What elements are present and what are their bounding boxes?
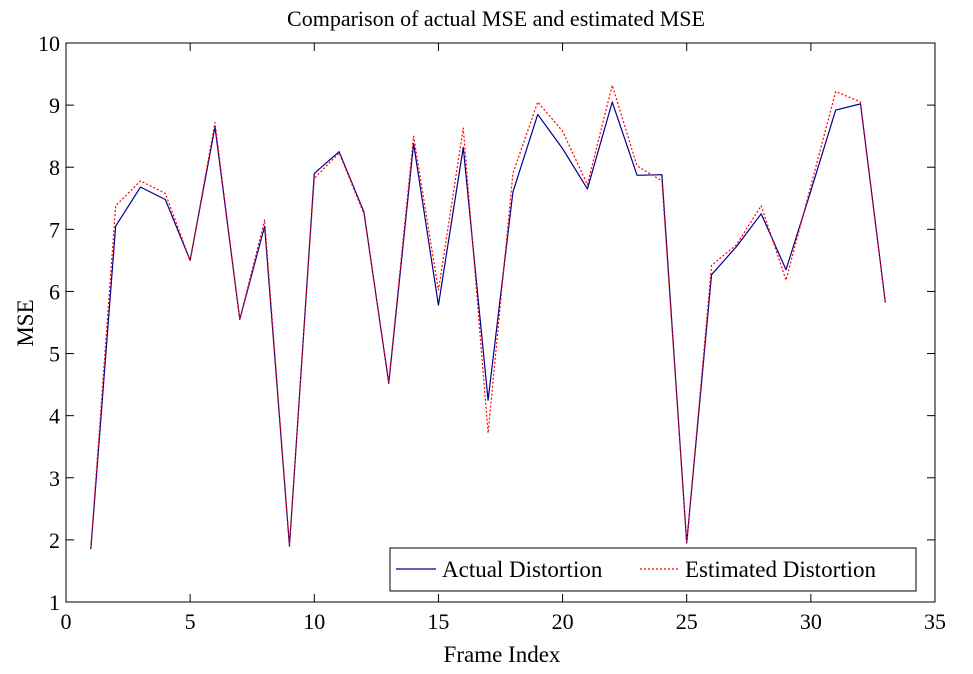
y-tick-label: 10 [38, 31, 60, 56]
plot-lines [90, 84, 886, 550]
series-line-actual [90, 101, 886, 550]
y-tick-label: 9 [49, 93, 60, 118]
y-axis: 1 2 3 4 5 6 7 8 9 10 [38, 31, 935, 615]
x-tick-label: 30 [800, 609, 822, 634]
x-tick-label: 25 [676, 609, 698, 634]
y-tick-label: 6 [49, 279, 60, 304]
x-tick-label: 10 [303, 609, 325, 634]
legend-label-actual: Actual Distortion [442, 557, 603, 582]
chart-title: Comparison of actual MSE and estimated M… [287, 6, 705, 31]
x-tick-label: 20 [552, 609, 574, 634]
y-tick-label: 8 [49, 155, 60, 180]
y-tick-label: 3 [49, 466, 60, 491]
y-axis-label: MSE [13, 299, 38, 346]
legend: Actual Distortion Estimated Distortion [389, 547, 917, 592]
x-tick-label: 0 [61, 609, 72, 634]
x-axis: 0 5 10 15 20 25 30 35 [61, 43, 946, 634]
y-tick-label: 1 [49, 590, 60, 615]
y-tick-label: 4 [49, 404, 60, 429]
x-tick-label: 15 [427, 609, 449, 634]
y-tick-label: 5 [49, 342, 60, 367]
plot-area-frame [65, 42, 936, 603]
legend-label-estimated: Estimated Distortion [685, 557, 877, 582]
x-tick-label: 5 [185, 609, 196, 634]
series-line-estimated [90, 84, 886, 548]
x-tick-label: 35 [924, 609, 946, 634]
y-tick-label: 2 [49, 528, 60, 553]
x-axis-label: Frame Index [444, 642, 561, 667]
y-tick-label: 7 [49, 217, 60, 242]
